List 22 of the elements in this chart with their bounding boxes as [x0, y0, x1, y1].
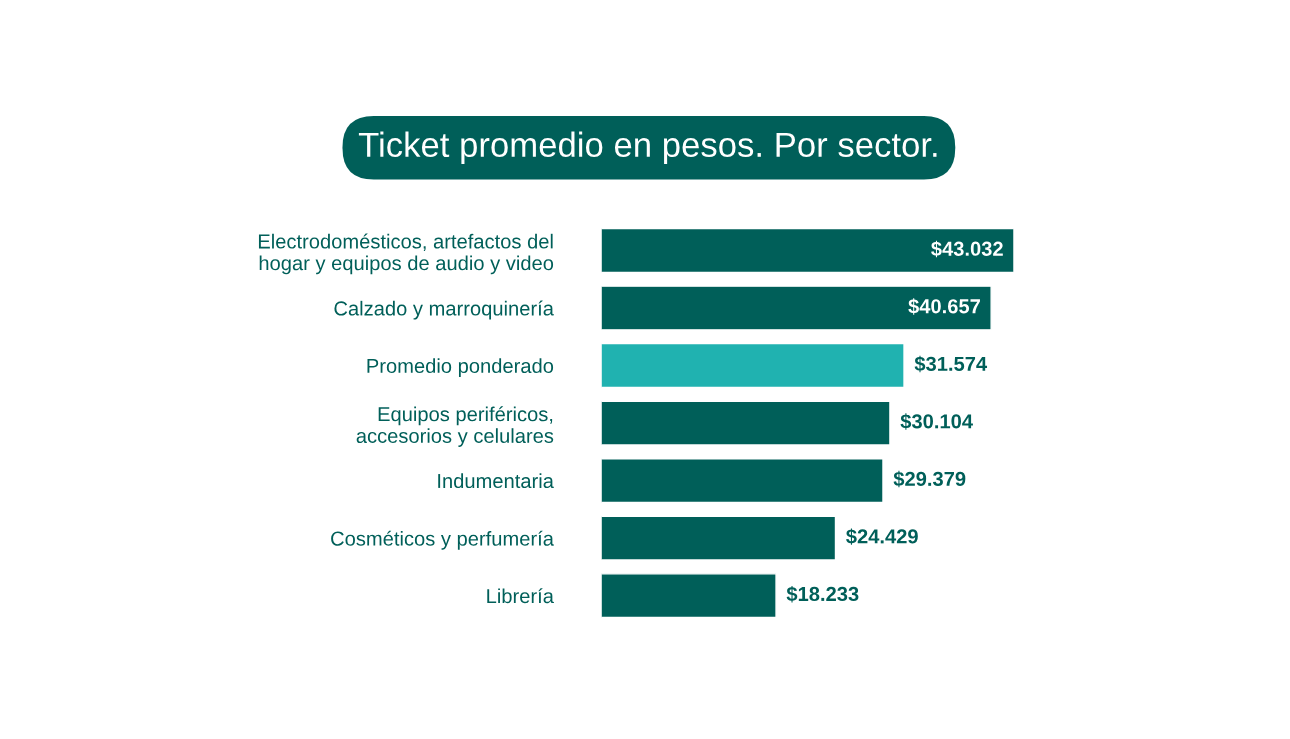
chart-title: Ticket promedio en pesos. Por sector. [358, 131, 937, 164]
y-tick-label: Cosméticos y perfumería [331, 530, 554, 550]
y-tick-label: Electrodomésticos, artefactos del hogar y equipos de audio y video [258, 233, 554, 275]
bar [601, 285, 992, 331]
bar [601, 227, 1014, 274]
y-tick-label: Calzado y marroquinería [334, 300, 554, 320]
y-tick-label: Promedio ponderado [367, 358, 554, 378]
bar [601, 342, 905, 389]
data-label: $31.574 [914, 355, 988, 373]
bar [601, 515, 837, 561]
y-tick-label: Librería [487, 588, 554, 604]
bar [601, 458, 884, 504]
data-label: $24.429 [846, 528, 918, 545]
data-label: $29.379 [893, 470, 966, 488]
data-label: $43.032 [931, 240, 1003, 258]
data-label: $40.657 [908, 298, 980, 315]
y-tick-label: Indumentaria [438, 473, 554, 489]
bar [601, 400, 891, 446]
bar [601, 573, 777, 619]
data-label: $30.104 [900, 413, 973, 430]
data-label: $18.233 [786, 585, 859, 603]
y-tick-label: Equipos periféricos, accesorios y celulares [356, 406, 554, 447]
